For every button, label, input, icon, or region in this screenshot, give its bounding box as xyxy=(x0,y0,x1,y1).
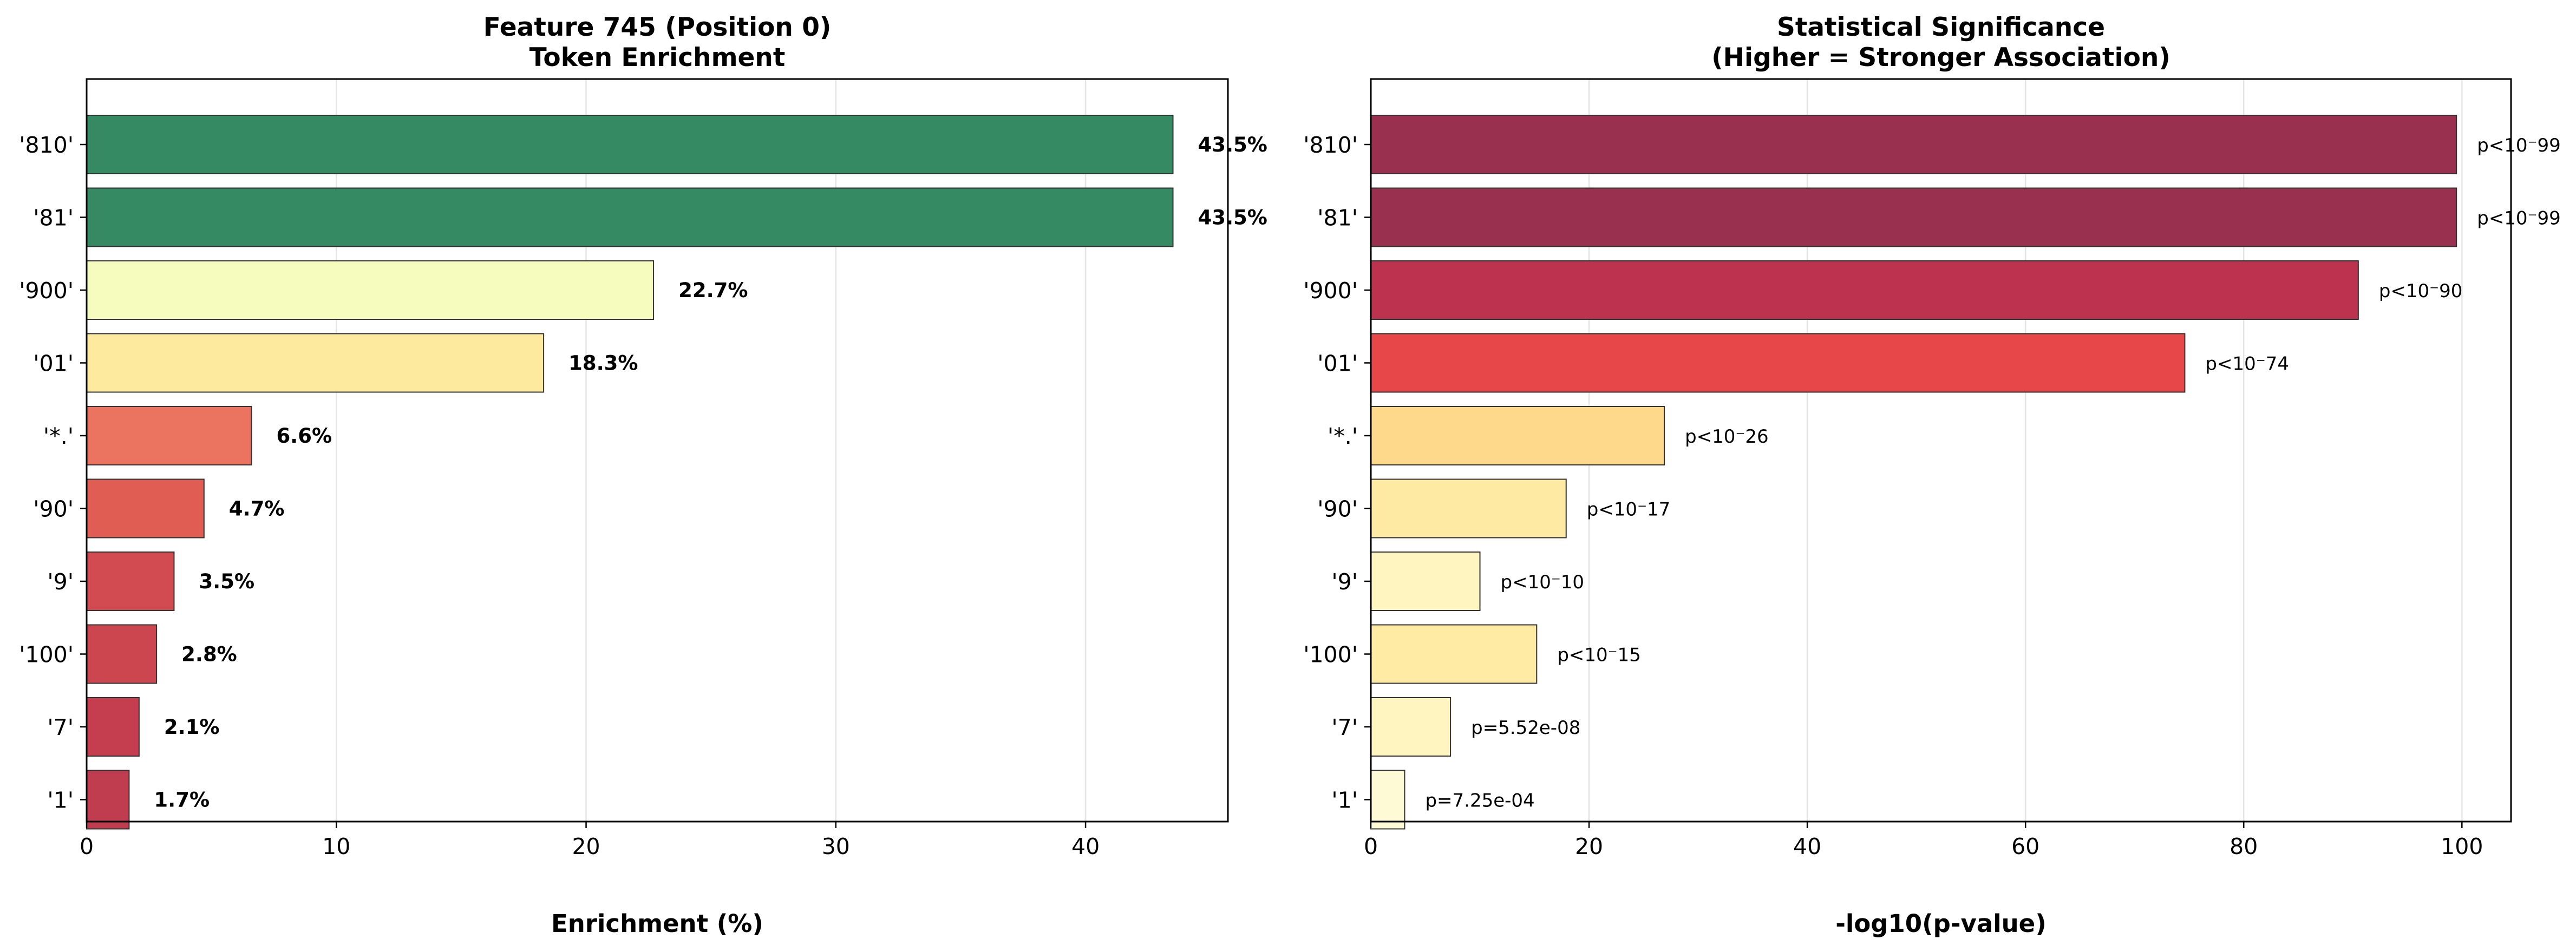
y-tick-label: '100' xyxy=(19,642,74,668)
y-tick-label: '90' xyxy=(33,496,74,522)
chart-panel-2: p<10⁻99 '810' p<10⁻99 '81' p<10⁻90 '900' p<10⁻… xyxy=(1303,12,2561,938)
data-label: p=7.25e-04 xyxy=(1425,790,1534,812)
data-label: 3.5% xyxy=(199,570,254,593)
x-tick-label: 60 xyxy=(2011,833,2039,859)
bar xyxy=(1370,260,2359,320)
x-tick-label: 100 xyxy=(2441,833,2483,859)
data-label: 6.6% xyxy=(276,424,332,448)
data-label: 43.5% xyxy=(1198,206,1267,229)
data-label: p<10⁻90 xyxy=(2379,280,2463,302)
x-tick-label: 20 xyxy=(1575,833,1603,859)
y-tick-label: '81' xyxy=(33,205,74,231)
bar xyxy=(86,697,140,757)
x-tick-label: 10 xyxy=(322,833,350,859)
x-axis-label: Enrichment (%) xyxy=(551,909,763,938)
data-label: p<10⁻15 xyxy=(1557,645,1641,666)
y-tick-label: '1' xyxy=(47,787,74,813)
chart-subtitle: Token Enrichment xyxy=(529,43,786,73)
x-tick-label: 40 xyxy=(1071,833,1100,859)
y-tick-label: '81' xyxy=(1317,205,1358,231)
y-tick-label: '01' xyxy=(33,351,74,377)
bar xyxy=(1370,478,1567,539)
data-label: 22.7% xyxy=(678,279,748,302)
y-tick-label: '9' xyxy=(1331,569,1358,595)
x-tick-label: 0 xyxy=(80,833,94,859)
bar xyxy=(1370,551,1481,611)
data-label: p=5.52e-08 xyxy=(1471,717,1580,739)
bar xyxy=(86,260,655,320)
bar xyxy=(86,624,158,684)
chart-title: Statistical Significance xyxy=(1777,12,2105,42)
bar xyxy=(86,551,175,611)
bar xyxy=(1370,624,1538,684)
bar xyxy=(1370,187,2457,247)
y-tick-label: '810' xyxy=(19,132,74,158)
bar xyxy=(1370,770,1405,830)
y-tick-label: '810' xyxy=(1303,132,1358,158)
x-axis-label: -log10(p-value) xyxy=(1835,909,2047,938)
data-label: p<10⁻17 xyxy=(1587,499,1671,521)
y-tick-label: '90' xyxy=(1317,496,1358,522)
bar xyxy=(1370,697,1452,757)
y-tick-label: '9' xyxy=(47,569,74,595)
bar xyxy=(86,478,205,539)
chart-title: Feature 745 (Position 0) xyxy=(483,12,832,42)
y-tick-label: '100' xyxy=(1303,642,1358,668)
x-tick-label: 80 xyxy=(2230,833,2258,859)
data-label: 18.3% xyxy=(568,352,638,375)
bar xyxy=(86,187,1174,247)
x-tick-label: 0 xyxy=(1364,833,1378,859)
bar xyxy=(86,115,1174,174)
data-label: p<10⁻74 xyxy=(2205,353,2289,375)
x-tick-label: 30 xyxy=(822,833,850,859)
y-tick-label: '1' xyxy=(1331,787,1358,813)
y-tick-label: '900' xyxy=(19,278,74,304)
data-label: 43.5% xyxy=(1198,133,1267,156)
chart-panel-1: 43.5% '810' 43.5% '81' 22.7% '900' 18.3% '01' 6.… xyxy=(19,12,1267,938)
x-tick-label: 40 xyxy=(1793,833,1821,859)
y-tick-label: '7' xyxy=(47,714,74,740)
data-label: 4.7% xyxy=(229,497,285,521)
bar xyxy=(1370,333,2186,393)
data-label: p<10⁻10 xyxy=(1501,572,1585,593)
bar xyxy=(86,770,130,830)
data-label: p<10⁻99 xyxy=(2477,208,2561,229)
chart-subtitle: (Higher = Stronger Association) xyxy=(1711,43,2170,73)
x-tick-label: 20 xyxy=(572,833,600,859)
plot-frame xyxy=(1370,78,2512,823)
bar xyxy=(86,333,545,393)
data-label: 1.7% xyxy=(154,789,210,812)
bar xyxy=(1370,115,2457,174)
y-tick-label: '01' xyxy=(1317,351,1358,377)
y-tick-label: '*.' xyxy=(43,423,74,449)
data-label: 2.1% xyxy=(164,715,220,739)
data-label: 2.8% xyxy=(181,643,237,666)
data-label: p<10⁻99 xyxy=(2477,135,2561,156)
y-tick-label: '900' xyxy=(1303,278,1358,304)
data-label: p<10⁻26 xyxy=(1685,426,1769,448)
plot-frame xyxy=(86,78,1229,823)
bar xyxy=(86,406,252,465)
y-tick-label: '7' xyxy=(1331,714,1358,740)
bar xyxy=(1370,406,1665,465)
y-tick-label: '*.' xyxy=(1328,423,1358,449)
